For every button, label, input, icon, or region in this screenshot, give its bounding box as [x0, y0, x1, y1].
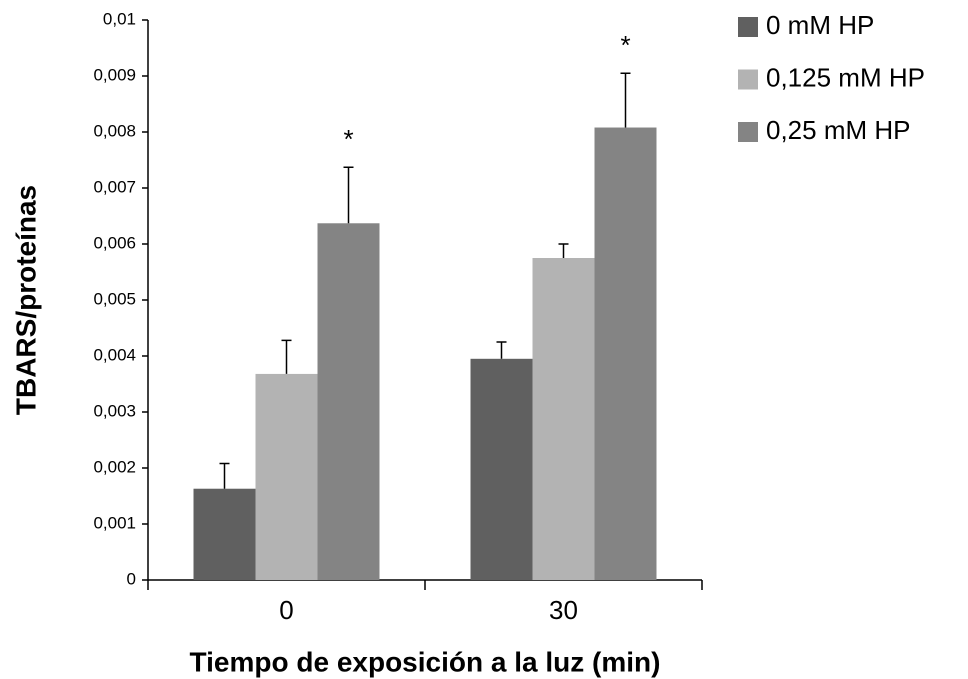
y-tick-label: 0,009 [93, 65, 136, 84]
annotation: * [343, 124, 353, 154]
bar [317, 223, 380, 580]
x-tick-label: 0 [279, 595, 293, 625]
bar [594, 127, 657, 581]
y-tick-label: 0,007 [93, 177, 136, 196]
x-tick-label: 30 [549, 595, 578, 625]
y-tick-label: 0,004 [93, 345, 136, 364]
y-tick-label: 0,01 [103, 9, 136, 28]
error-bar [496, 341, 507, 359]
error-bar [620, 72, 631, 128]
legend-swatch [738, 69, 758, 90]
error-bar [281, 339, 292, 374]
legend-swatch [738, 122, 758, 142]
y-tick-label: 0,008 [93, 121, 136, 140]
y-tick-label: 0,006 [93, 233, 136, 252]
annotation: * [620, 30, 630, 60]
bar [255, 373, 318, 580]
x-axis-label: Tiempo de exposición a la luz (min) [190, 646, 661, 677]
legend-label: 0,25 mM HP [766, 115, 911, 145]
error-bar [558, 243, 569, 258]
bar [193, 488, 256, 580]
legend-label: 0,125 mM HP [766, 62, 925, 92]
y-tick-label: 0 [127, 569, 136, 588]
y-tick-label: 0,005 [93, 289, 136, 308]
bar [470, 358, 533, 580]
bar [532, 258, 595, 580]
legend-label: 0 mM HP [766, 10, 874, 40]
y-tick-label: 0,001 [93, 513, 136, 532]
legend-swatch [738, 17, 758, 37]
y-tick-label: 0,003 [93, 401, 136, 420]
y-tick-label: 0,002 [93, 457, 136, 476]
error-bar [219, 462, 230, 489]
error-bar [343, 166, 354, 224]
y-axis-label: TBARS/proteínas [10, 185, 41, 415]
